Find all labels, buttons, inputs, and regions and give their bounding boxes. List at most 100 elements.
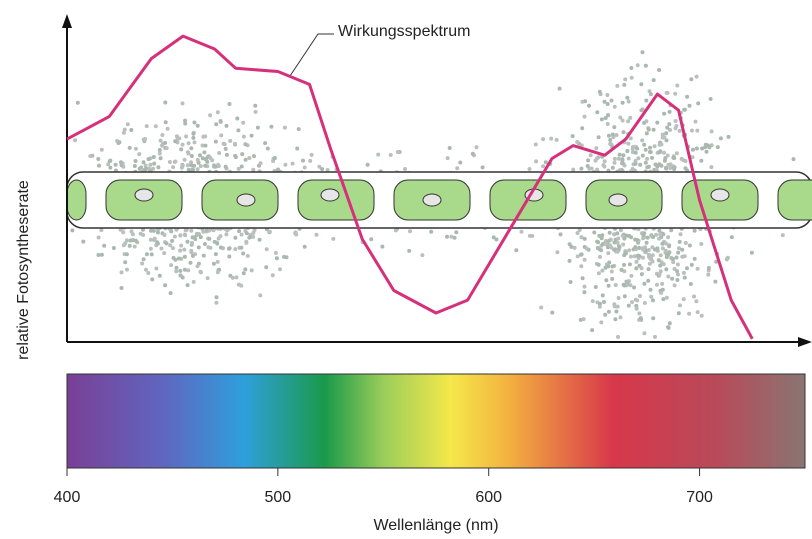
bacterium (610, 132, 615, 137)
bacterium (628, 283, 633, 288)
bacterium (652, 144, 657, 149)
bacterium (125, 122, 130, 127)
bacterium (99, 147, 104, 152)
bacterium (575, 140, 580, 144)
bacterium (580, 99, 585, 104)
bacterium (119, 270, 124, 275)
x-tick-label: 500 (265, 489, 292, 506)
bacterium (190, 241, 194, 245)
bacterium (454, 230, 459, 235)
bacterium (163, 140, 168, 145)
bacterium (165, 126, 170, 131)
bacterium (653, 334, 657, 339)
bacterium (598, 254, 602, 259)
bacterium (124, 238, 129, 243)
bacterium (152, 161, 157, 166)
bacterium (189, 248, 194, 253)
bacterium (178, 248, 183, 253)
bacterium (725, 256, 730, 261)
bacterium (645, 235, 650, 240)
bacterium (661, 232, 666, 237)
bacterium (664, 295, 669, 300)
bacterium (612, 125, 617, 130)
bacterium (201, 253, 206, 258)
bacterium (606, 264, 611, 269)
bacterium (637, 246, 642, 250)
bacterium (272, 156, 277, 160)
bacterium (606, 251, 611, 256)
bacterium (182, 267, 187, 272)
bacterium (240, 152, 245, 157)
bacterium (632, 285, 637, 290)
bacterium (628, 115, 633, 120)
bacterium (541, 137, 546, 142)
bacterium (249, 268, 254, 273)
bacterium (185, 163, 190, 168)
bacterium (160, 133, 165, 137)
bacterium (557, 86, 562, 91)
bacterium (680, 247, 685, 252)
bacterium (612, 104, 617, 109)
bacterium (169, 263, 174, 268)
bacterium (633, 245, 638, 250)
bacterium (163, 283, 168, 288)
bacterium (70, 228, 75, 233)
bacterium (627, 279, 631, 284)
nucleus (422, 193, 442, 207)
bacterium (649, 294, 654, 299)
bacterium (527, 233, 532, 238)
bacterium (678, 232, 683, 237)
bacterium (648, 287, 653, 292)
bacterium (186, 268, 191, 273)
annotation: Wirkungsspektrum (338, 23, 470, 40)
bacterium (596, 135, 601, 140)
bacterium (81, 239, 86, 244)
bacterium (664, 131, 669, 136)
bacterium (709, 129, 714, 134)
bacterium (233, 247, 238, 252)
bacterium (645, 156, 650, 161)
bacterium (606, 283, 611, 288)
bacterium (590, 328, 595, 333)
bacterium (616, 156, 621, 161)
bacterium (676, 250, 681, 255)
bacterium (791, 157, 796, 162)
bacterium (331, 236, 336, 241)
bacterium (630, 300, 634, 305)
bacterium (621, 242, 626, 247)
bacterium (596, 262, 601, 267)
bacterium (146, 157, 151, 162)
bacterium (662, 150, 666, 155)
bacterium (690, 155, 695, 160)
bacterium (666, 235, 671, 240)
bacterium (603, 116, 608, 120)
bacterium (673, 126, 678, 131)
x-tick-label: 400 (54, 489, 81, 506)
bacterium (534, 159, 539, 164)
bacterium (301, 158, 305, 163)
bacterium (582, 114, 587, 119)
bacterium (455, 166, 460, 171)
bacterium (213, 139, 218, 144)
bacterium (198, 153, 202, 158)
bacterium (614, 133, 619, 137)
bacterium (595, 110, 600, 115)
bacterium (635, 146, 640, 151)
bacterium (603, 312, 608, 317)
bacterium (685, 94, 690, 99)
bacterium (614, 309, 619, 314)
bacterium (189, 228, 194, 233)
bacterium (121, 130, 126, 135)
bacterium (550, 310, 555, 315)
bacterium (244, 231, 249, 236)
bacterium (689, 77, 694, 82)
bacterium (672, 283, 677, 288)
bacterium (615, 249, 620, 254)
bacterium (644, 98, 649, 103)
bacterium (656, 258, 661, 263)
bacterium (290, 161, 295, 166)
bacterium (243, 267, 248, 272)
bacterium (602, 99, 607, 104)
bacterium (236, 166, 241, 171)
